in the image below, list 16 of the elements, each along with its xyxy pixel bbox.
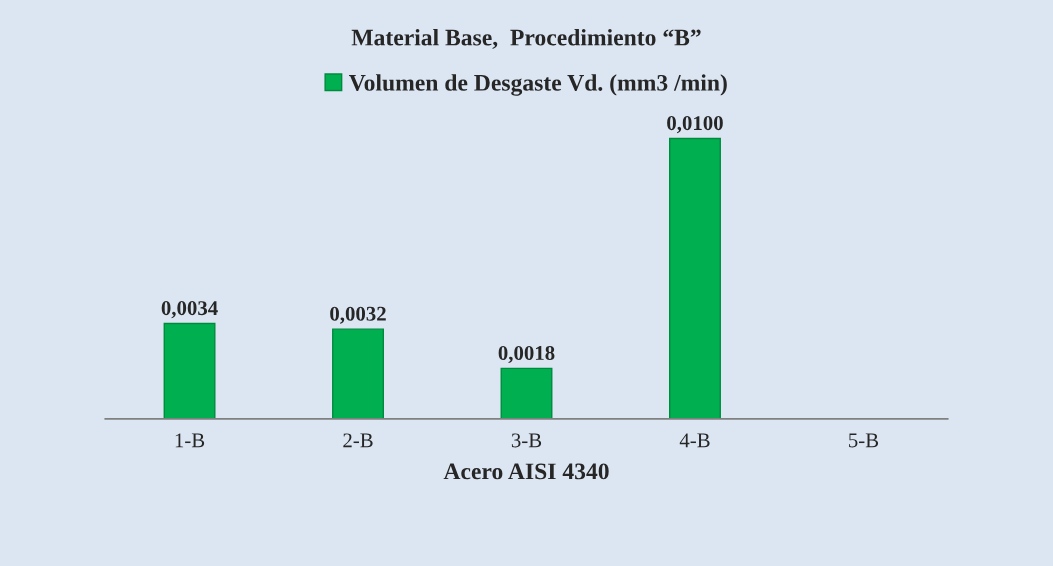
data-label: 0,0018 [498, 345, 555, 364]
x-axis-title: Acero AISI 4340 [443, 463, 609, 480]
x-tick-label: 4-B [679, 433, 710, 448]
x-tick-label: 5-B [849, 433, 879, 448]
bar [500, 367, 553, 419]
chart-title: Material Base, Procedimiento “B” [351, 28, 701, 49]
bar [163, 322, 216, 419]
data-label: 0,0032 [330, 306, 386, 324]
x-tick-label: 1-B [175, 433, 205, 448]
x-tick-label: 3-B [511, 433, 542, 448]
data-label: 0,0034 [161, 301, 218, 319]
legend-label: Volumen de Desgaste Vd. (mm3 /min) [349, 74, 727, 96]
data-label: 0,0100 [667, 116, 723, 134]
bar [669, 137, 721, 419]
bar [332, 328, 384, 419]
x-tick-label: 2-B [343, 433, 373, 448]
